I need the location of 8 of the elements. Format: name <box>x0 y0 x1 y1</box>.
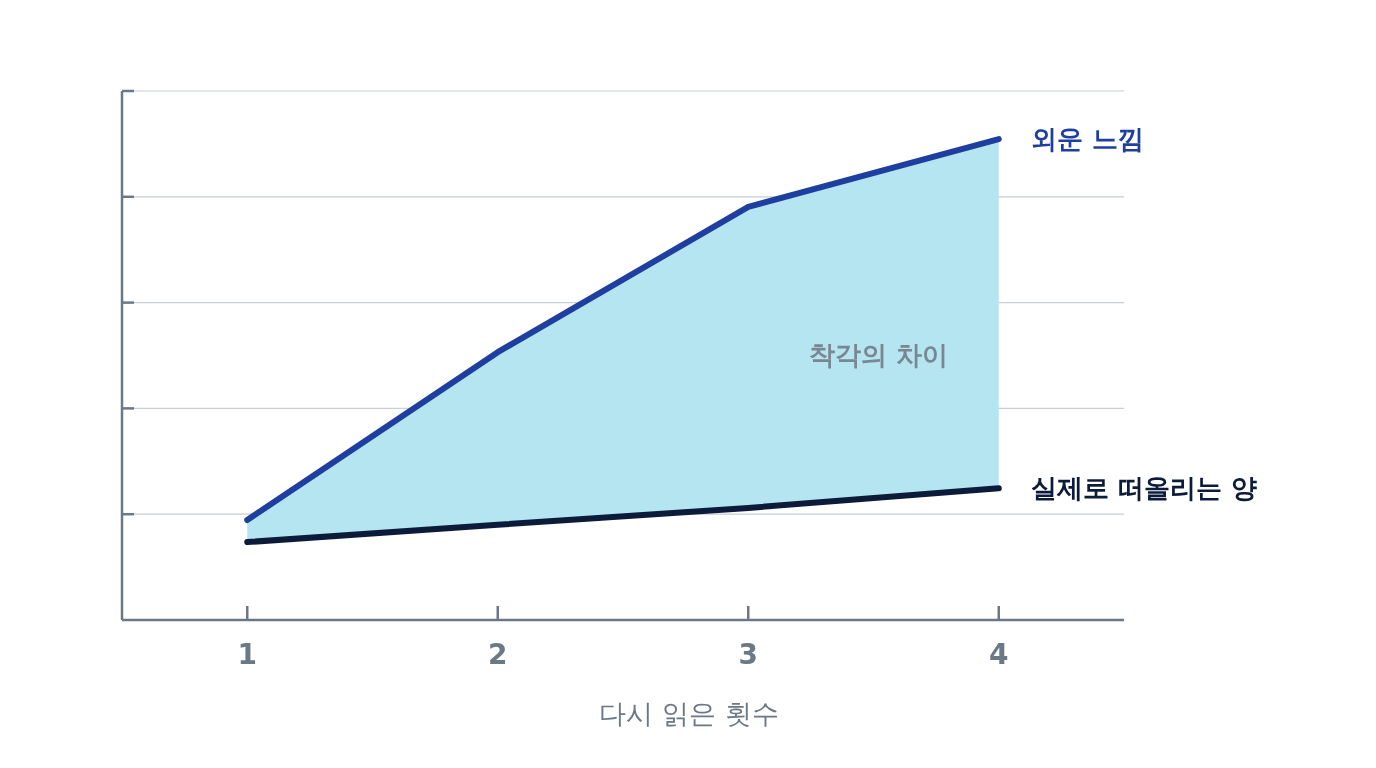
x-tick-label: 2 <box>488 638 508 671</box>
series-label: 외운 느낌 <box>1030 124 1144 155</box>
x-axis-title: 다시 읽은 횟수 <box>599 698 779 729</box>
x-tick-label: 3 <box>738 638 758 671</box>
x-tick-label: 4 <box>989 638 1009 671</box>
annotation: 착각의 차이 <box>808 340 949 370</box>
series-label: 실제로 떠올리는 양 <box>1030 473 1257 504</box>
x-tick-label: 1 <box>237 638 257 671</box>
